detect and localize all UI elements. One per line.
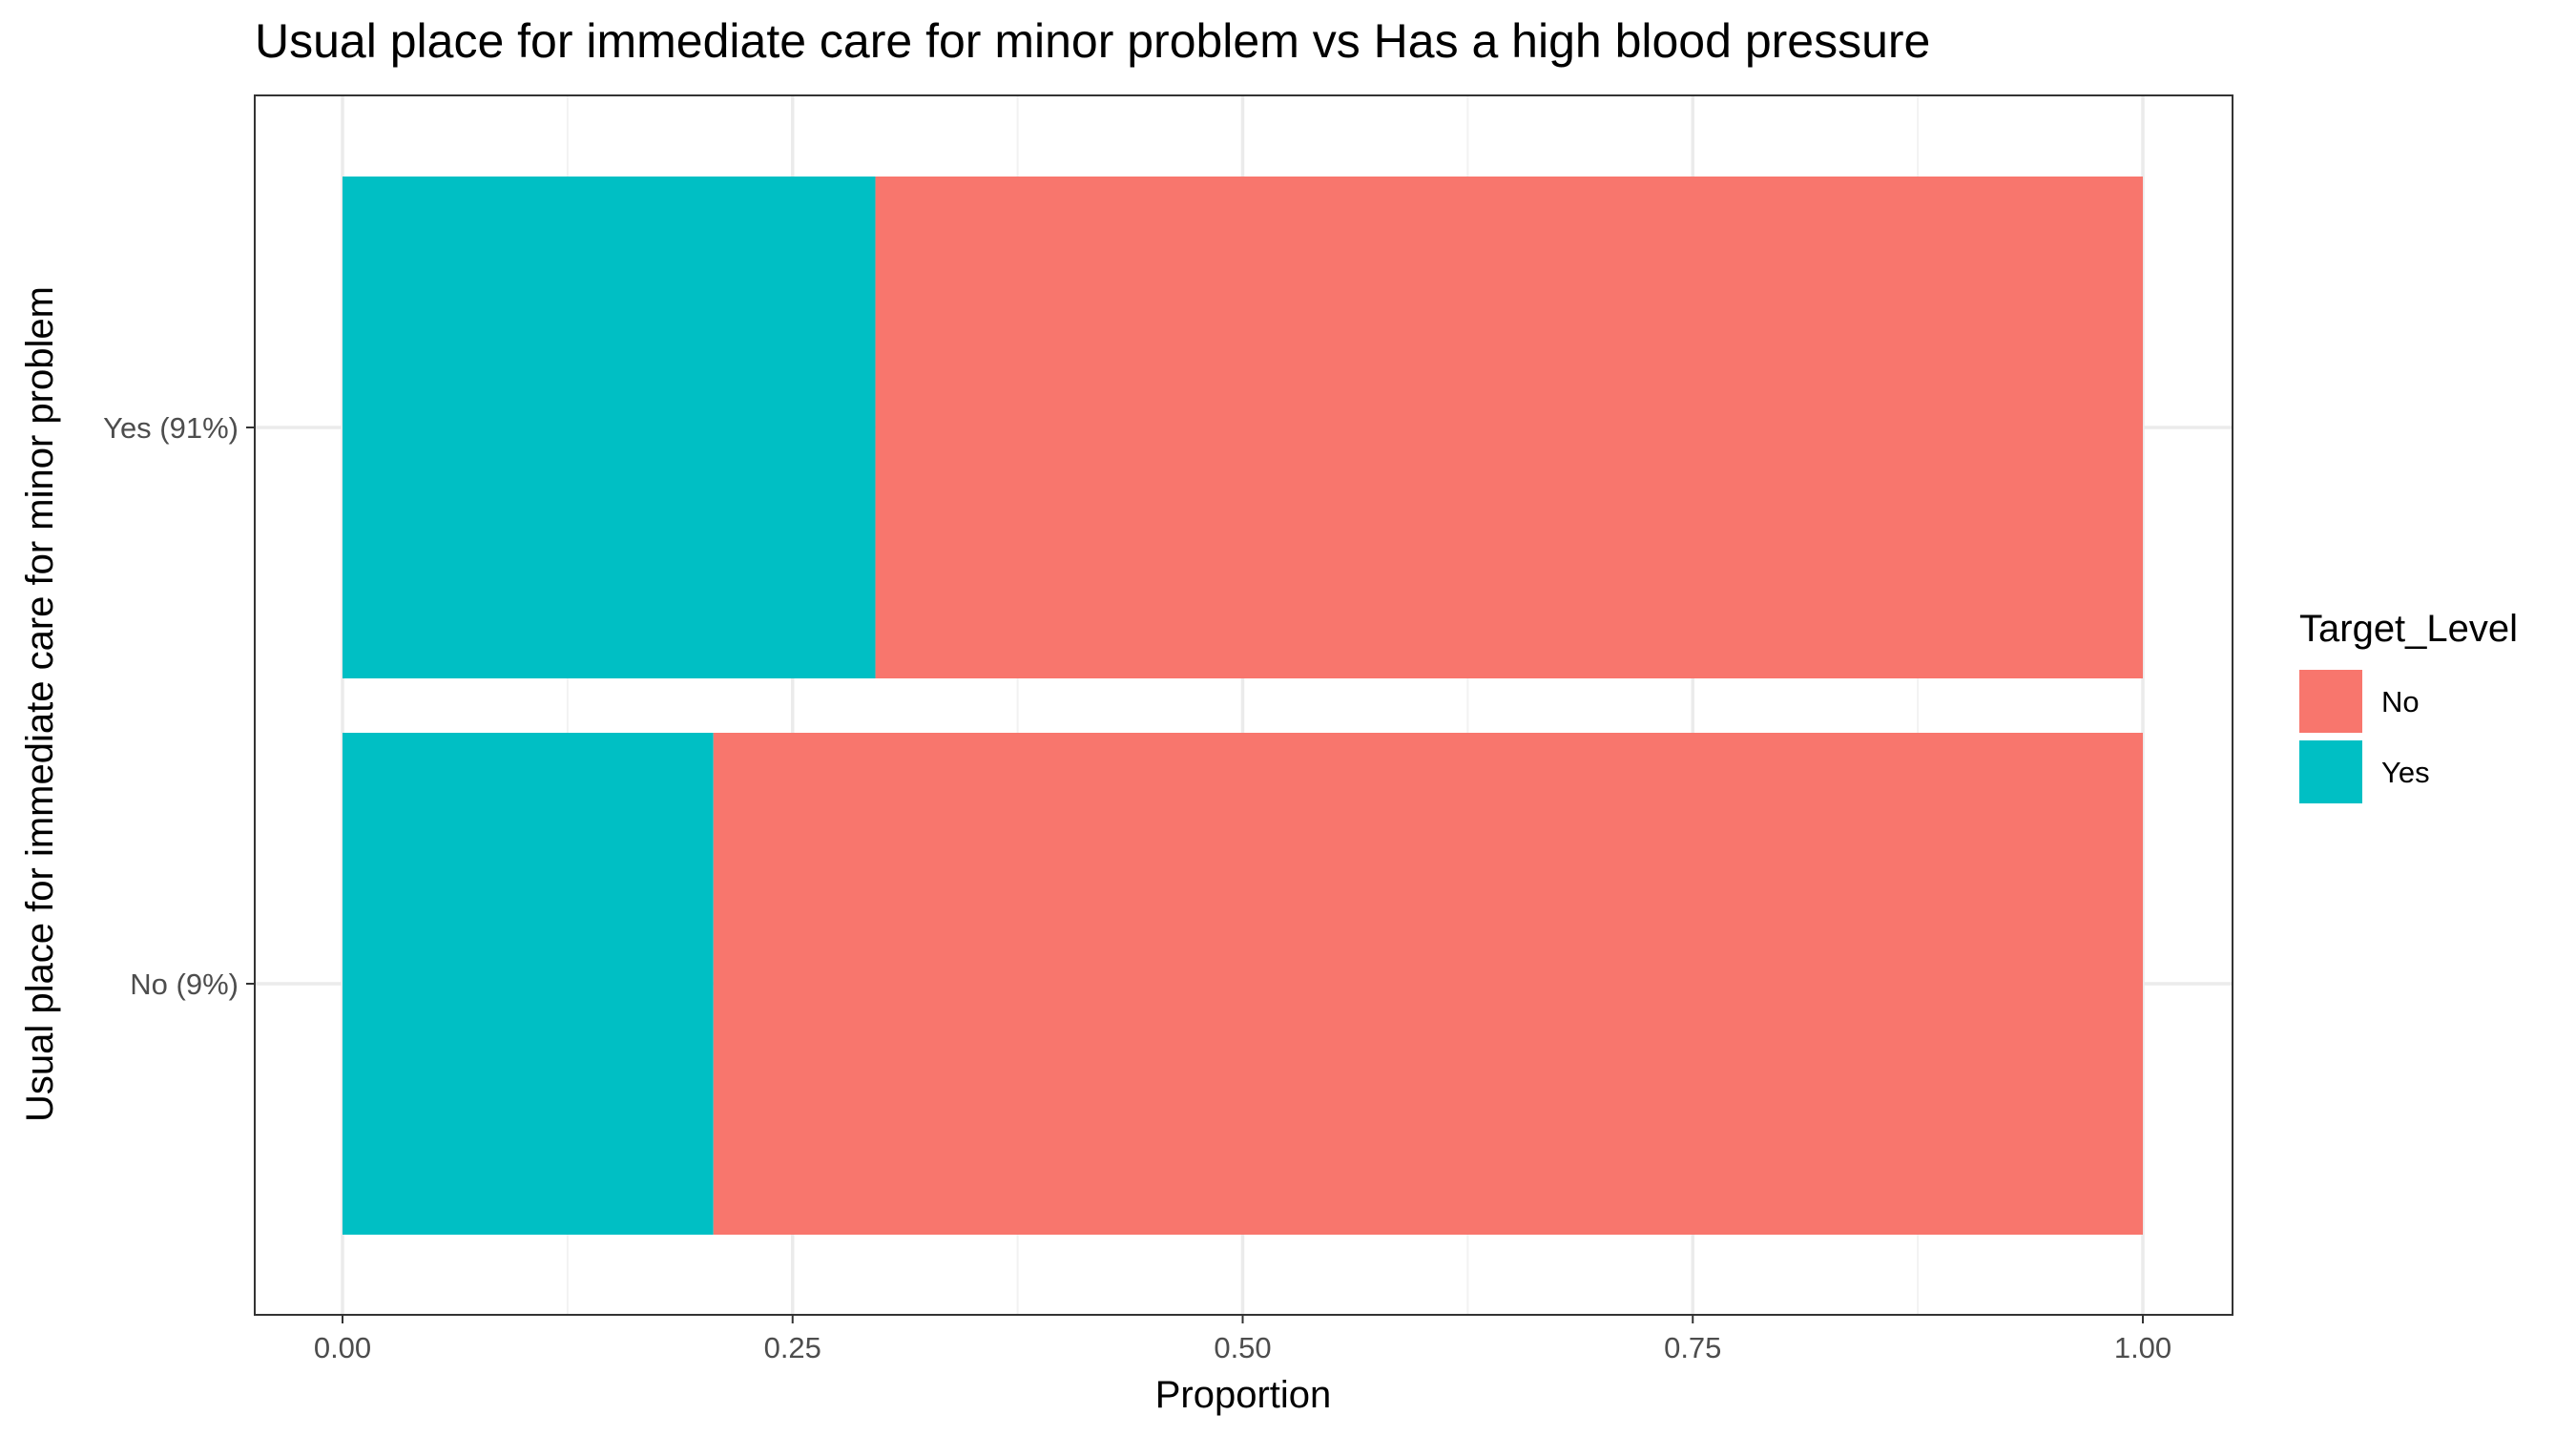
legend-label: Yes — [2381, 756, 2430, 789]
y-tick-label: Yes (91%) — [103, 411, 239, 445]
x-tick-label: 0.25 — [764, 1331, 821, 1364]
x-tick-label: 0.00 — [314, 1331, 371, 1364]
plot-area: 0.00 0.25 0.50 0.75 1.00 No (9%) Yes (91%) — [103, 94, 2233, 1364]
x-tick-label: 1.00 — [2114, 1331, 2171, 1364]
legend-key — [2299, 670, 2362, 733]
bar-segment — [343, 177, 876, 678]
bar-segment — [713, 733, 2144, 1235]
legend-label: No — [2381, 685, 2420, 718]
legend: Target_Level No Yes — [2299, 608, 2518, 803]
x-axis-title: Proportion — [1155, 1374, 1332, 1416]
y-axis-title: Usual place for immediate care for minor… — [19, 286, 61, 1122]
chart-title: Usual place for immediate care for minor… — [255, 14, 1930, 68]
y-tick-label: No (9%) — [130, 968, 239, 1001]
x-tick-label: 0.50 — [1214, 1331, 1271, 1364]
bar-segment — [343, 733, 714, 1235]
x-tick-label: 0.75 — [1664, 1331, 1721, 1364]
bar-segment — [875, 177, 2143, 678]
legend-key — [2299, 740, 2362, 803]
legend-title: Target_Level — [2299, 608, 2518, 650]
